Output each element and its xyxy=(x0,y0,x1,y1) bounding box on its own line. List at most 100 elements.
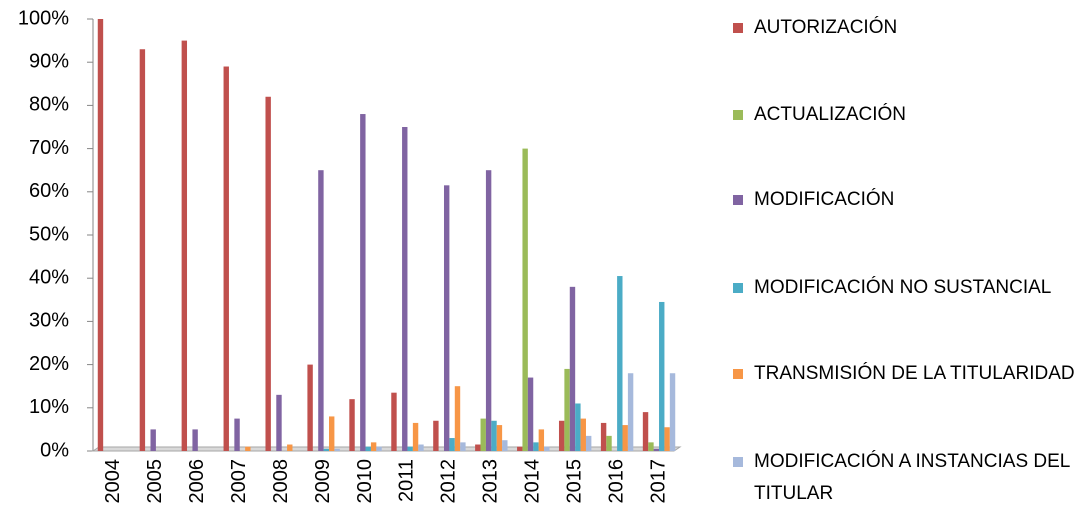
floor xyxy=(91,446,682,452)
legend-entry: AUTORIZACIÓN xyxy=(733,12,1078,44)
y-tick-label: 0% xyxy=(40,439,69,461)
bar xyxy=(569,286,576,451)
bar xyxy=(318,170,324,451)
legend-swatch xyxy=(733,369,743,379)
bar xyxy=(329,416,335,451)
bar xyxy=(496,425,503,451)
legend-entry: MODIFICACIÓN NO SUSTANCIAL xyxy=(733,272,1078,304)
bar xyxy=(575,403,581,451)
bar xyxy=(334,448,340,451)
bar xyxy=(600,422,607,451)
x-tick-label: 2015 xyxy=(563,459,585,504)
y-tick-label: 40% xyxy=(29,266,69,288)
y-tick-label: 20% xyxy=(29,353,69,375)
bar xyxy=(402,127,408,451)
x-tick-label: 2006 xyxy=(186,459,208,504)
x-tick-label: 2010 xyxy=(354,459,376,504)
y-tick-label: 80% xyxy=(29,94,69,116)
legend-swatch xyxy=(733,457,743,467)
bar xyxy=(653,448,660,451)
legend-swatch xyxy=(733,195,743,205)
x-tick-label: 2012 xyxy=(438,459,460,504)
x-tick-label: 2011 xyxy=(396,459,418,502)
bar xyxy=(564,368,570,451)
legend-entry: MODIFICACIÓN xyxy=(733,184,1078,216)
bar xyxy=(517,446,523,451)
y-tick-label: 10% xyxy=(29,396,69,418)
y-tick-label: 50% xyxy=(29,223,69,245)
bar xyxy=(234,418,240,451)
bar xyxy=(475,444,481,451)
bar xyxy=(622,425,628,451)
bar xyxy=(449,438,455,451)
bar xyxy=(276,394,282,451)
legend-entry: MODIFICACIÓN A INSTANCIAS DEL TITULAR xyxy=(733,446,1078,510)
bar xyxy=(642,412,649,451)
bar xyxy=(287,444,293,451)
bar xyxy=(245,446,251,451)
legend-label: MODIFICACIÓN NO SUSTANCIAL xyxy=(754,277,1052,298)
bar xyxy=(412,422,419,451)
bar xyxy=(502,440,508,451)
bar xyxy=(659,301,665,451)
bar xyxy=(139,49,146,452)
legend-label: MODIFICACIÓN xyxy=(754,189,895,210)
bar xyxy=(580,418,586,451)
bar xyxy=(533,442,539,451)
bar xyxy=(454,386,461,451)
bar xyxy=(617,276,623,451)
bar xyxy=(418,444,424,451)
bar xyxy=(558,420,565,451)
bar xyxy=(323,448,330,451)
bar xyxy=(307,364,313,451)
legend-label: AUTORIZACIÓN xyxy=(754,17,898,38)
bar xyxy=(606,435,612,451)
legend-label: ACTUALIZACIÓN xyxy=(754,104,907,125)
legend-entry: TRANSMISIÓN DE LA TITULARIDAD xyxy=(733,358,1078,390)
y-tick-label: 30% xyxy=(29,310,69,332)
bar xyxy=(443,185,450,451)
bar xyxy=(527,377,534,451)
legend-swatch xyxy=(733,283,743,293)
bar xyxy=(181,40,188,451)
y-tick-label: 100% xyxy=(18,7,69,29)
y-tick-label: 60% xyxy=(29,180,69,202)
x-tick-label: 2016 xyxy=(605,459,627,504)
bar xyxy=(150,429,156,451)
bar xyxy=(627,373,634,451)
x-tick-label: 2009 xyxy=(312,459,334,504)
y-tick-label: 90% xyxy=(29,50,69,72)
bar xyxy=(265,96,271,451)
legend-label: MODIFICACIÓN A INSTANCIAS DEL TITULAR xyxy=(754,451,1070,504)
x-tick-label: 2005 xyxy=(144,459,166,504)
bar xyxy=(349,399,355,451)
chart: 0% 10% 20% 30% 40% 50% 60% 70% 80% 90% 100% 2004 200… xyxy=(18,7,682,504)
bar xyxy=(370,442,377,451)
bar xyxy=(648,442,654,451)
y-tick-label: 70% xyxy=(29,137,69,159)
x-tick-label: 2013 xyxy=(480,459,502,504)
bar xyxy=(664,427,670,451)
bar xyxy=(97,19,104,451)
x-tick-label: 2004 xyxy=(102,459,124,504)
bar xyxy=(433,420,439,451)
x-tick-label: 2007 xyxy=(228,459,250,504)
bar xyxy=(407,446,413,451)
bar xyxy=(376,446,382,451)
bar xyxy=(480,418,486,451)
bar xyxy=(538,429,545,451)
legend-entry: ACTUALIZACIÓN xyxy=(733,99,1078,131)
x-tick-label: 2017 xyxy=(647,459,669,504)
legend-swatch xyxy=(733,23,743,33)
bar xyxy=(192,429,198,451)
bar xyxy=(522,148,528,451)
bar xyxy=(360,114,366,451)
bar xyxy=(460,442,466,451)
legend-label: TRANSMISIÓN DE LA TITULARIDAD xyxy=(754,363,1075,384)
x-tick-label: 2008 xyxy=(270,459,292,504)
legend-swatch xyxy=(733,110,743,120)
x-tick-label: 2014 xyxy=(522,459,544,504)
bar xyxy=(585,435,592,451)
bar xyxy=(391,392,397,451)
bar xyxy=(485,170,492,451)
